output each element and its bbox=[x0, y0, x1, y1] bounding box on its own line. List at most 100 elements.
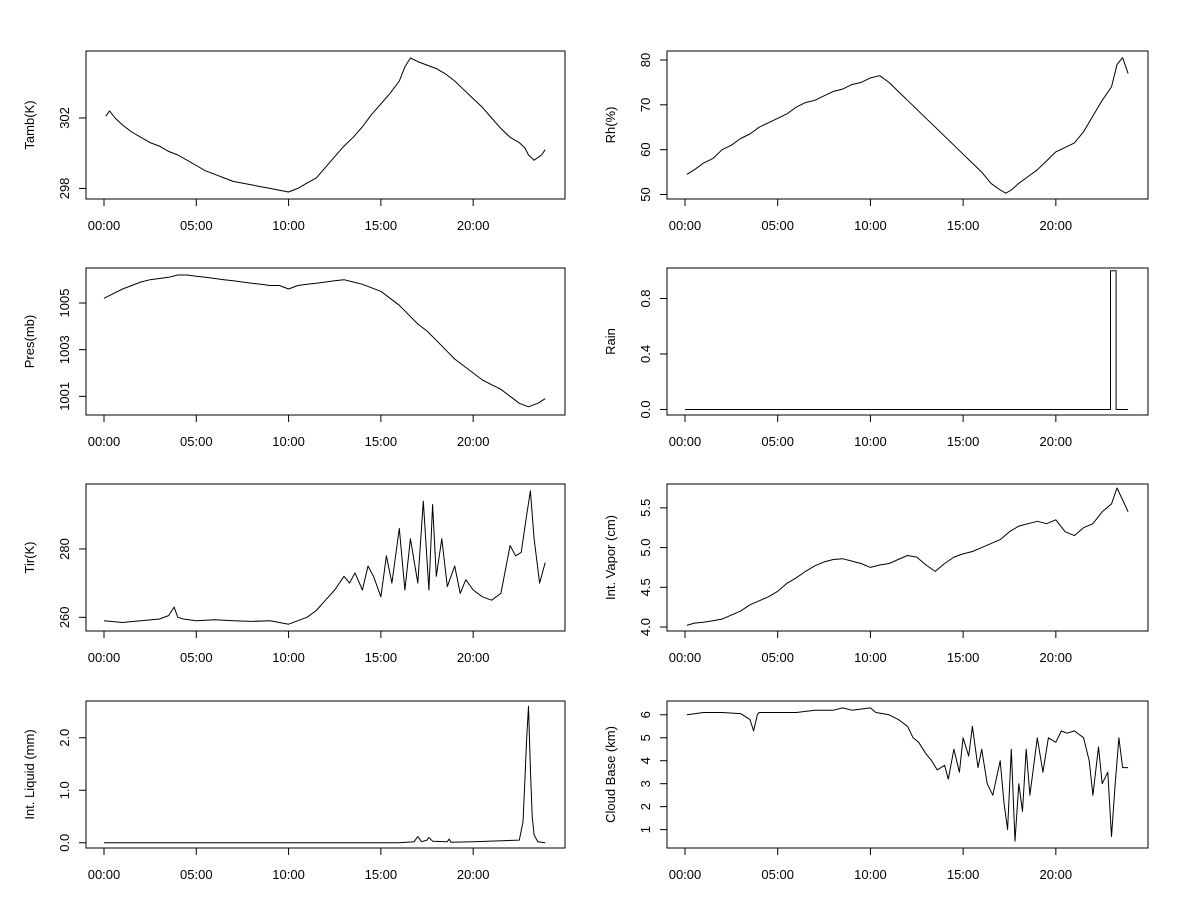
x-tick-label: 10:00 bbox=[272, 218, 305, 233]
x-tick-label: 15:00 bbox=[947, 218, 980, 233]
series-line bbox=[105, 57, 546, 193]
x-tick-label: 20:00 bbox=[1040, 867, 1073, 882]
x-tick-label: 20:00 bbox=[457, 650, 490, 665]
series-line bbox=[686, 487, 1129, 626]
x-tick-label: 00:00 bbox=[669, 867, 702, 882]
y-tick-label: 50 bbox=[638, 187, 653, 201]
plot-frame bbox=[666, 700, 1149, 849]
x-tick-label: 10:00 bbox=[854, 867, 887, 882]
plot-frame bbox=[85, 267, 566, 416]
x-tick-label: 00:00 bbox=[88, 218, 121, 233]
series-line bbox=[685, 270, 1129, 410]
y-tick-label: 1 bbox=[638, 826, 653, 833]
panel-1: 00:00 05:00 10:00 15:00 20:00 298 302 Tamb(K) bbox=[22, 50, 566, 233]
x-tick-label: 05:00 bbox=[180, 218, 213, 233]
x-tick-label: 00:00 bbox=[88, 650, 121, 665]
y-tick-label: 4 bbox=[638, 757, 653, 764]
y-tick-label: 4.0 bbox=[638, 618, 653, 636]
x-tick-label: 05:00 bbox=[761, 867, 794, 882]
y-tick-label: 1005 bbox=[57, 289, 72, 318]
y-tick-label: 3 bbox=[638, 780, 653, 787]
y-axis-label: Int. Liquid (mm) bbox=[22, 729, 37, 819]
y-tick-label: 5.0 bbox=[638, 539, 653, 557]
y-tick-label: 80 bbox=[638, 53, 653, 67]
panel-3: 00:00 05:00 10:00 15:00 20:00 1001 1003 1005 Pre… bbox=[22, 267, 566, 449]
x-tick-label: 15:00 bbox=[947, 650, 980, 665]
x-tick-label: 20:00 bbox=[457, 434, 490, 449]
x-tick-label: 10:00 bbox=[272, 434, 305, 449]
plot-frame bbox=[666, 50, 1149, 200]
y-axis-label: Tir(K) bbox=[22, 541, 37, 573]
y-tick-label: 0.4 bbox=[638, 345, 653, 363]
x-tick-label: 15:00 bbox=[947, 434, 980, 449]
plot-frame bbox=[666, 483, 1149, 632]
x-tick-label: 15:00 bbox=[365, 650, 398, 665]
y-tick-label: 70 bbox=[638, 98, 653, 112]
x-tick-label: 05:00 bbox=[761, 650, 794, 665]
y-tick-label: 5.5 bbox=[638, 499, 653, 517]
y-tick-label: 0.0 bbox=[57, 834, 72, 852]
plot-frame bbox=[85, 50, 566, 200]
x-tick-label: 20:00 bbox=[1040, 218, 1073, 233]
y-tick-label: 280 bbox=[57, 538, 72, 560]
x-tick-label: 20:00 bbox=[1040, 434, 1073, 449]
x-tick-label: 00:00 bbox=[88, 434, 121, 449]
y-tick-label: 4.5 bbox=[638, 578, 653, 596]
y-tick-label: 1.0 bbox=[57, 781, 72, 799]
y-axis-label: Tamb(K) bbox=[22, 100, 37, 149]
y-tick-label: 260 bbox=[57, 606, 72, 628]
plot-frame bbox=[666, 267, 1149, 416]
y-tick-label: 1001 bbox=[57, 382, 72, 411]
x-tick-label: 20:00 bbox=[457, 218, 490, 233]
x-tick-label: 15:00 bbox=[947, 867, 980, 882]
y-tick-label: 2.0 bbox=[57, 729, 72, 747]
x-tick-label: 05:00 bbox=[761, 434, 794, 449]
x-tick-label: 00:00 bbox=[669, 434, 702, 449]
x-tick-label: 00:00 bbox=[88, 867, 121, 882]
x-tick-label: 15:00 bbox=[365, 218, 398, 233]
series-line bbox=[104, 705, 546, 844]
y-axis-label: Pres(mb) bbox=[22, 315, 37, 368]
panel-2: 00:00 05:00 10:00 15:00 20:00 50 60 70 80 Rh(%) bbox=[603, 50, 1149, 233]
panel-6: 00:00 05:00 10:00 15:00 20:00 4.0 4.5 5.0 5.5 Int… bbox=[603, 483, 1149, 665]
x-tick-label: 05:00 bbox=[180, 867, 213, 882]
series-line bbox=[686, 707, 1129, 842]
y-axis-label: Rain bbox=[603, 328, 618, 355]
x-tick-label: 10:00 bbox=[272, 650, 305, 665]
x-tick-label: 20:00 bbox=[1040, 650, 1073, 665]
x-tick-label: 10:00 bbox=[854, 434, 887, 449]
plot-frame bbox=[85, 483, 566, 632]
y-tick-label: 0.8 bbox=[638, 289, 653, 307]
series-line bbox=[103, 274, 546, 408]
y-axis-label: Int. Vapor (cm) bbox=[603, 515, 618, 600]
y-axis-label: Cloud Base (km) bbox=[603, 726, 618, 823]
x-tick-label: 15:00 bbox=[365, 867, 398, 882]
plot-frame bbox=[85, 700, 566, 849]
x-tick-label: 10:00 bbox=[854, 218, 887, 233]
series-line bbox=[103, 490, 546, 625]
y-tick-label: 0.0 bbox=[638, 400, 653, 418]
y-tick-label: 302 bbox=[57, 107, 72, 129]
x-tick-label: 05:00 bbox=[761, 218, 794, 233]
x-tick-label: 10:00 bbox=[854, 650, 887, 665]
x-tick-label: 15:00 bbox=[365, 434, 398, 449]
y-tick-label: 298 bbox=[57, 178, 72, 200]
x-tick-label: 05:00 bbox=[180, 650, 213, 665]
series-line bbox=[686, 57, 1129, 194]
x-tick-label: 05:00 bbox=[180, 434, 213, 449]
y-tick-label: 2 bbox=[638, 803, 653, 810]
x-tick-label: 00:00 bbox=[669, 218, 702, 233]
y-tick-label: 1003 bbox=[57, 335, 72, 364]
y-tick-label: 5 bbox=[638, 734, 653, 741]
y-axis-label: Rh(%) bbox=[603, 107, 618, 144]
panel-5: 00:00 05:00 10:00 15:00 20:00 260 280 Tir(K) bbox=[22, 483, 566, 665]
panel-4: 00:00 05:00 10:00 15:00 20:00 0.0 0.4 0.8 Rain bbox=[603, 267, 1149, 449]
x-tick-label: 00:00 bbox=[669, 650, 702, 665]
panel-7: 00:00 05:00 10:00 15:00 20:00 0.0 1.0 2.0 Int. L… bbox=[22, 700, 566, 882]
panel-8: 00:00 05:00 10:00 15:00 20:00 1 2 3 4 5 6 Cloud Bas… bbox=[603, 700, 1149, 882]
y-tick-label: 60 bbox=[638, 142, 653, 156]
x-tick-label: 10:00 bbox=[272, 867, 305, 882]
y-tick-label: 6 bbox=[638, 711, 653, 718]
x-tick-label: 20:00 bbox=[457, 867, 490, 882]
